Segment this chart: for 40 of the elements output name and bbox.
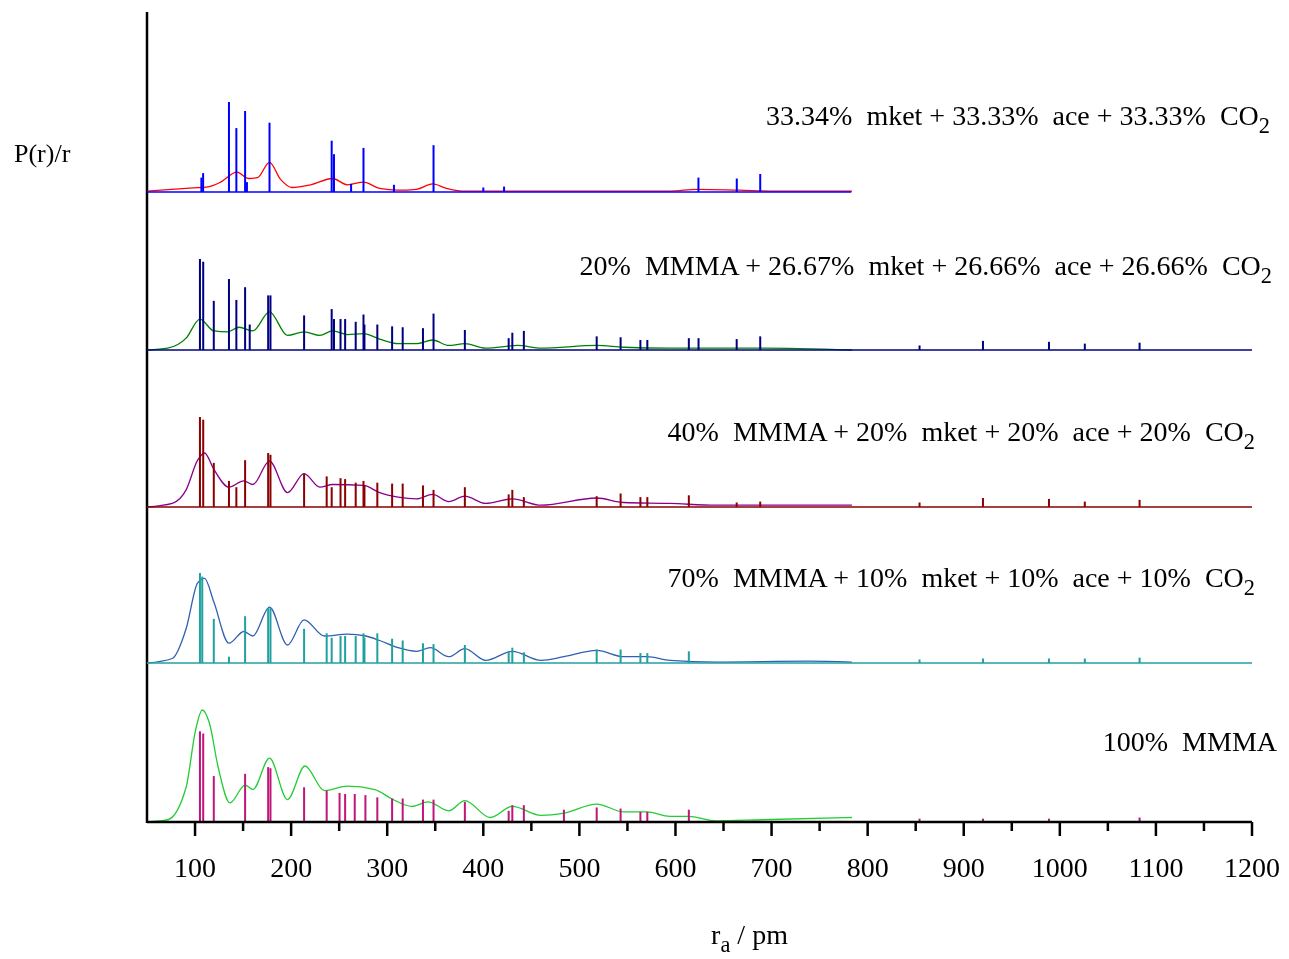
annotation: 33.34% mket + 33.33% ace + 33.33% CO$_{2}$ <box>766 100 1270 138</box>
annotation: 70% MMMA + 10% mket + 10% ace + 10% CO$_{2}$ <box>667 562 1255 600</box>
x-tick-label: 500 <box>558 852 601 883</box>
x-tick-label: 100 <box>174 852 217 883</box>
bar <box>212 776 215 822</box>
x-tick-label: 900 <box>942 852 985 883</box>
bar <box>344 794 347 822</box>
x-tick-label: 200 <box>270 852 313 883</box>
bar <box>325 790 328 822</box>
x-tick-label: 800 <box>846 852 889 883</box>
bar <box>639 811 642 822</box>
bar <box>421 799 424 822</box>
x-tick-label: 1000 <box>1031 852 1088 883</box>
bar <box>646 811 649 822</box>
bar <box>511 805 514 822</box>
x-axis-title: r$_{a}$ / pm <box>711 919 789 957</box>
x-tick-label: 300 <box>366 852 409 883</box>
bar <box>463 801 466 822</box>
bar <box>353 794 356 822</box>
x-tick-label: 700 <box>750 852 793 883</box>
annotation: 20% MMMA + 26.67% mket + 26.66% ace + 26.66% CO$_{2}$ <box>579 250 1272 288</box>
bar <box>376 797 379 822</box>
bar <box>595 807 598 822</box>
bar <box>202 733 205 822</box>
bar <box>198 731 201 822</box>
x-tick-label: 1100 <box>1128 852 1184 883</box>
x-tick-label: 400 <box>462 852 505 883</box>
annotation: 100% MMMA <box>1102 726 1278 757</box>
bar <box>522 805 525 822</box>
annotation: 40% MMMA + 20% mket + 20% ace + 20% CO$_{2}$ <box>667 416 1255 454</box>
bar <box>364 795 367 822</box>
bar <box>401 798 404 822</box>
bar <box>432 799 435 822</box>
bar <box>338 792 341 822</box>
bar <box>244 773 247 822</box>
x-tick-label: 600 <box>654 852 697 883</box>
y-axis-title: P(r)/r <box>14 139 71 168</box>
bar <box>391 798 394 822</box>
x-tick-label: 1200 <box>1224 852 1280 883</box>
bar <box>303 787 306 822</box>
